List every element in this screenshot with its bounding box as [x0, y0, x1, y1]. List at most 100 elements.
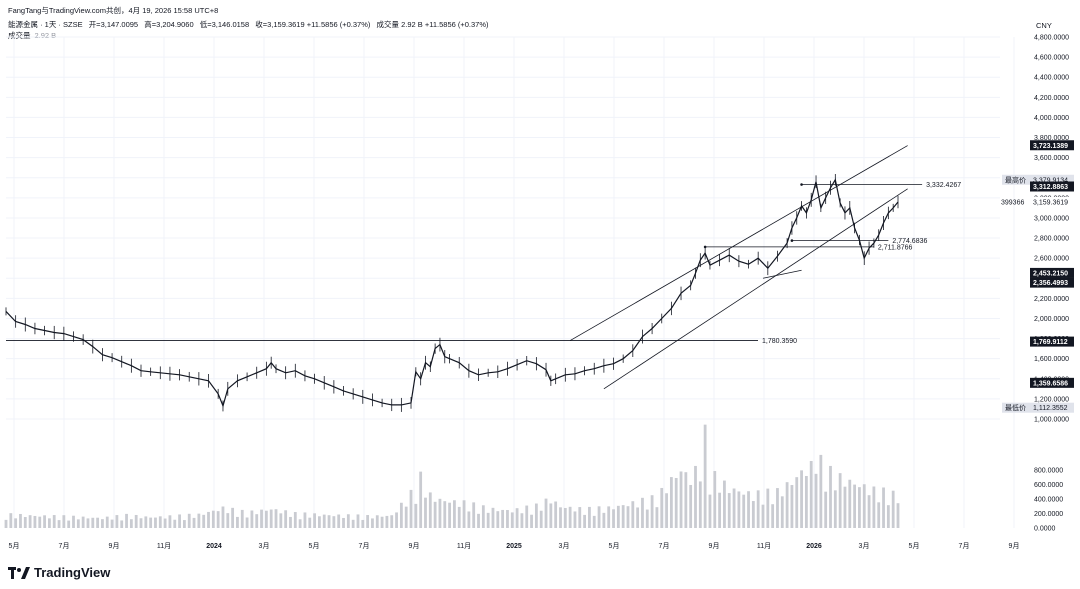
volume-bar: [293, 512, 297, 528]
volume-bar: [554, 501, 558, 528]
volume-bar: [539, 510, 543, 528]
volume-bar: [163, 518, 167, 528]
volume-bar: [414, 503, 418, 528]
volume-bar: [462, 500, 466, 528]
volume-bar: [453, 500, 456, 528]
volume-bar: [578, 507, 582, 528]
volume-bar: [284, 510, 288, 528]
price-tick-label: 2,600.0000: [1034, 256, 1069, 263]
volume-bar: [9, 513, 13, 528]
low-value: 低=3,146.0158: [199, 20, 250, 29]
level-2774-dot: [790, 239, 794, 242]
volume-bar: [669, 477, 673, 528]
volume-bar: [882, 487, 885, 528]
volume-bar: [120, 520, 124, 528]
volume-bar: [192, 517, 196, 528]
price-badge-label: 399366: [1001, 199, 1024, 206]
volume-bar: [771, 504, 775, 528]
price-tick-label: 4,800.0000: [1034, 35, 1069, 42]
volume-bar: [38, 516, 42, 528]
share-line: FangTang与TradingView.com共创，4月 19, 2026 1…: [8, 6, 219, 15]
symbol-name[interactable]: 能源金属 · 1天 · SZSE: [8, 20, 83, 29]
volume-bar: [809, 460, 813, 528]
volume-bar: [607, 506, 611, 528]
tradingview-logo-icon: [8, 566, 30, 579]
price-badge-text: 1,359.6586: [1033, 380, 1068, 387]
volume-bar: [303, 512, 307, 528]
price-tick-label: 2,000.0000: [1034, 316, 1069, 323]
volume-bar: [139, 518, 143, 528]
volume-bar: [67, 520, 71, 528]
volume-bar: [636, 507, 640, 528]
volume-bar: [72, 515, 75, 528]
level-2711-dot: [703, 245, 707, 249]
price-tick-label: 3,600.0000: [1034, 155, 1069, 162]
volume-bar: [149, 517, 153, 528]
volume-bar: [327, 515, 331, 528]
volume-bar: [23, 517, 27, 528]
volume-bar: [858, 487, 861, 528]
volume-bar: [207, 511, 210, 528]
volume-bar: [819, 454, 823, 528]
currency-label: CNY: [1036, 21, 1052, 30]
volume-bar: [491, 507, 495, 528]
volume-bar: [612, 509, 615, 528]
x-tick-label: 7月: [59, 542, 70, 550]
volume-bar: [337, 514, 341, 528]
tradingview-logo[interactable]: TradingView: [8, 565, 110, 580]
volume-bar: [886, 505, 890, 528]
volume-bar: [708, 494, 712, 528]
x-tick-label: 7月: [959, 542, 970, 550]
volume-bar: [592, 515, 596, 528]
volume-bar: [896, 503, 900, 528]
volume-bar: [47, 518, 51, 528]
volume-legend-value: 2.92 B: [34, 31, 57, 40]
volume-bar: [395, 512, 398, 528]
channel-lower: [603, 188, 908, 390]
volume-bar: [684, 472, 688, 528]
volume-bar: [626, 506, 630, 528]
volume-bar: [264, 510, 268, 528]
volume-bar: [679, 471, 683, 528]
volume-bar: [356, 514, 360, 528]
volume-bar: [366, 515, 370, 528]
level-3332-dot: [800, 183, 803, 186]
volume-bar: [443, 501, 447, 528]
volume-bar: [732, 488, 736, 528]
price-tick-label: 3,800.0000: [1034, 135, 1069, 142]
level-2774-label: 2,774.6836: [892, 238, 927, 245]
volume-label: 成交量: [8, 31, 31, 40]
price-badge-label: 最低价: [1005, 403, 1026, 412]
volume-bar: [723, 480, 726, 528]
price-badge-text: 1,112.3552: [1033, 405, 1068, 412]
x-tick-label: 3月: [859, 542, 870, 550]
volume-bar: [496, 511, 500, 528]
x-tick-label: 2026: [806, 543, 822, 550]
volume-bar: [351, 519, 355, 528]
volume-bar: [76, 519, 80, 528]
volume-bar: [419, 471, 423, 528]
price-tick-label: 2,200.0000: [1034, 296, 1069, 303]
volume-bar: [81, 516, 85, 528]
volume-bar: [645, 509, 649, 528]
volume-bar: [616, 505, 620, 528]
volume-bar: [52, 515, 56, 528]
price-tick-label: 3,000.0000: [1034, 215, 1069, 222]
volume-bar: [409, 489, 413, 528]
volume-bar: [33, 515, 37, 528]
volume-bar: [57, 520, 61, 528]
volume-bar: [28, 515, 32, 528]
price-badge-text: 3,159.3619: [1033, 199, 1068, 206]
volume-bar: [62, 515, 66, 528]
volume-bar: [621, 505, 625, 528]
volume-bar: [862, 484, 866, 528]
volume-bar: [703, 424, 707, 528]
volume-bar: [747, 491, 750, 528]
price-tick-label: 4,000.0000: [1034, 115, 1069, 122]
price-tick-label: 4,200.0000: [1034, 95, 1069, 102]
volume-bar: [308, 517, 312, 528]
volume-bar: [665, 493, 668, 528]
volume-bar: [568, 506, 572, 528]
volume-bar: [544, 498, 548, 528]
